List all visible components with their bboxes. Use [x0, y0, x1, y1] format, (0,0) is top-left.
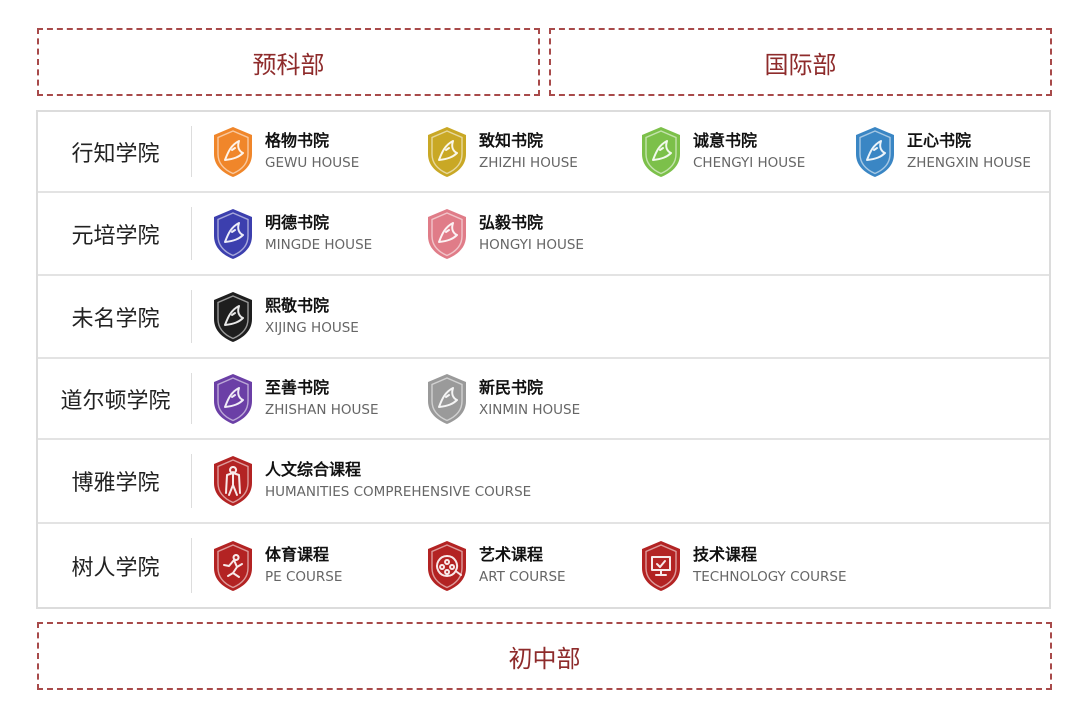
- house-name-en: TECHNOLOGY COURSE: [693, 568, 847, 585]
- college-name: 博雅学院: [71, 471, 160, 496]
- house-name-cn: 艺术课程: [479, 544, 544, 564]
- house-text: 至善书院 ZHISHAN HOUSE: [265, 378, 378, 420]
- house-entry[interactable]: 人文综合课程 HUMANITIES COMPREHENSIVE COURSE: [212, 455, 531, 507]
- dragon-shield-icon: [428, 126, 466, 177]
- house-name-en: MINGDE HOUSE: [265, 236, 373, 253]
- house-text: 弘毅书院 HONGYI HOUSE: [479, 213, 584, 255]
- house-name-en: ZHENGXIN HOUSE: [907, 154, 1031, 171]
- house-name-en: ART COURSE: [479, 568, 566, 585]
- college-row: 未名学院 熙敬书院 XIJING HOUSE: [38, 276, 1049, 359]
- house-name-cn: 格物书院: [265, 130, 330, 150]
- yuke-section-label: 预科部: [252, 50, 325, 79]
- house-text: 新民书院 XINMIN HOUSE: [479, 378, 580, 420]
- house-entry[interactable]: 艺术课程 ART COURSE: [426, 540, 566, 592]
- house-entry[interactable]: 明德书院 MINGDE HOUSE: [212, 208, 372, 260]
- house-entry[interactable]: 诚意书院 CHENGYI HOUSE: [640, 126, 805, 178]
- college-name: 行知学院: [71, 141, 160, 167]
- house-text: 正心书院 ZHENGXIN HOUSE: [907, 131, 1031, 173]
- house-name-cn: 弘毅书院: [479, 212, 544, 232]
- house-text: 熙敬书院 XIJING HOUSE: [265, 296, 359, 338]
- house-text: 诚意书院 CHENGYI HOUSE: [693, 131, 805, 173]
- house-entry[interactable]: 弘毅书院 HONGYI HOUSE: [426, 208, 584, 260]
- bamboo-shield-icon: [214, 373, 252, 424]
- college-name: 道尔顿学院: [60, 388, 171, 414]
- bull-shield-icon: [856, 126, 894, 177]
- college-name: 树人学院: [71, 555, 160, 581]
- house-entry[interactable]: 熙敬书院 XIJING HOUSE: [212, 291, 359, 343]
- house-name-cn: 致知书院: [479, 130, 544, 150]
- film-reel-shield-icon: [428, 540, 466, 591]
- phoenix-shield-icon: [428, 208, 466, 259]
- house-text: 人文综合课程 HUMANITIES COMPREHENSIVE COURSE: [265, 460, 531, 502]
- house-name-cn: 熙敬书院: [265, 295, 330, 315]
- house-name-en: ZHIZHI HOUSE: [479, 154, 578, 171]
- house-text: 格物书院 GEWU HOUSE: [265, 131, 359, 173]
- college-row: 行知学院 格物书院 GEWU HOUSE 致知书院 ZHIZHI HOUSE 诚意书院 CH…: [38, 112, 1049, 193]
- house-name-cn: 新民书院: [479, 377, 544, 397]
- row-divider: [191, 454, 192, 508]
- house-text: 明德书院 MINGDE HOUSE: [265, 213, 372, 255]
- house-entry[interactable]: 技术课程 TECHNOLOGY COURSE: [640, 540, 846, 592]
- house-name-cn: 诚意书院: [693, 130, 758, 150]
- house-name-en: PE COURSE: [265, 568, 343, 585]
- house-name-en: HONGYI HOUSE: [479, 236, 584, 253]
- row-divider: [191, 126, 192, 177]
- guoji-section-button[interactable]: 国际部: [549, 28, 1052, 96]
- college-name: 元培学院: [71, 223, 160, 249]
- house-text: 体育课程 PE COURSE: [265, 545, 342, 587]
- house-entry[interactable]: 格物书院 GEWU HOUSE: [212, 126, 359, 178]
- college-name: 未名学院: [71, 306, 160, 332]
- guoji-section-label: 国际部: [764, 50, 837, 79]
- college-row: 树人学院 体育课程 PE COURSE 艺术课程 ART COURSE 技术课程 TECHN…: [38, 524, 1049, 607]
- monitor-shield-icon: [642, 540, 680, 591]
- row-divider: [191, 290, 192, 343]
- house-name-cn: 明德书院: [265, 212, 330, 232]
- bird-shield-icon: [642, 126, 680, 177]
- house-name-cn: 技术课程: [693, 544, 758, 564]
- horse-shield-icon: [428, 373, 466, 424]
- house-name-cn: 正心书院: [907, 130, 972, 150]
- house-name-en: XIJING HOUSE: [265, 319, 359, 336]
- house-name-en: ZHISHAN HOUSE: [265, 401, 379, 418]
- college-row: 博雅学院 人文综合课程 HUMANITIES COMPREHENSIVE COURS…: [38, 440, 1049, 524]
- runner-shield-icon: [214, 540, 252, 591]
- lion-shield-icon: [214, 126, 252, 177]
- swan-shield-icon: [214, 291, 252, 342]
- chuzhong-section-label: 初中部: [508, 644, 581, 673]
- house-text: 技术课程 TECHNOLOGY COURSE: [693, 545, 846, 587]
- house-text: 致知书院 ZHIZHI HOUSE: [479, 131, 578, 173]
- house-name-en: XINMIN HOUSE: [479, 401, 581, 418]
- college-row: 道尔顿学院 至善书院 ZHISHAN HOUSE 新民书院 XINMIN HOUSE: [38, 359, 1049, 440]
- house-entry[interactable]: 正心书院 ZHENGXIN HOUSE: [854, 126, 1031, 178]
- college-table: 行知学院 格物书院 GEWU HOUSE 致知书院 ZHIZHI HOUSE 诚意书院 CH…: [36, 110, 1051, 609]
- chuzhong-section-button[interactable]: 初中部: [37, 622, 1052, 690]
- house-name-cn: 至善书院: [265, 377, 330, 397]
- house-entry[interactable]: 致知书院 ZHIZHI HOUSE: [426, 126, 578, 178]
- house-name-cn: 体育课程: [265, 544, 330, 564]
- house-name-en: GEWU HOUSE: [265, 154, 360, 171]
- house-entry[interactable]: 新民书院 XINMIN HOUSE: [426, 373, 580, 425]
- house-entry[interactable]: 体育课程 PE COURSE: [212, 540, 342, 592]
- yuke-section-button[interactable]: 预科部: [37, 28, 540, 96]
- house-text: 艺术课程 ART COURSE: [479, 545, 566, 587]
- house-name-en: CHENGYI HOUSE: [693, 154, 806, 171]
- college-row: 元培学院 明德书院 MINGDE HOUSE 弘毅书院 HONGYI HOUSE: [38, 193, 1049, 276]
- row-divider: [191, 538, 192, 593]
- row-divider: [191, 373, 192, 424]
- house-name-en: HUMANITIES COMPREHENSIVE COURSE: [265, 484, 532, 500]
- humanities-shield-icon: [214, 456, 252, 506]
- house-entry[interactable]: 至善书院 ZHISHAN HOUSE: [212, 373, 378, 425]
- row-divider: [191, 207, 192, 260]
- eagle-shield-icon: [214, 208, 252, 259]
- house-name-cn: 人文综合课程: [265, 460, 362, 479]
